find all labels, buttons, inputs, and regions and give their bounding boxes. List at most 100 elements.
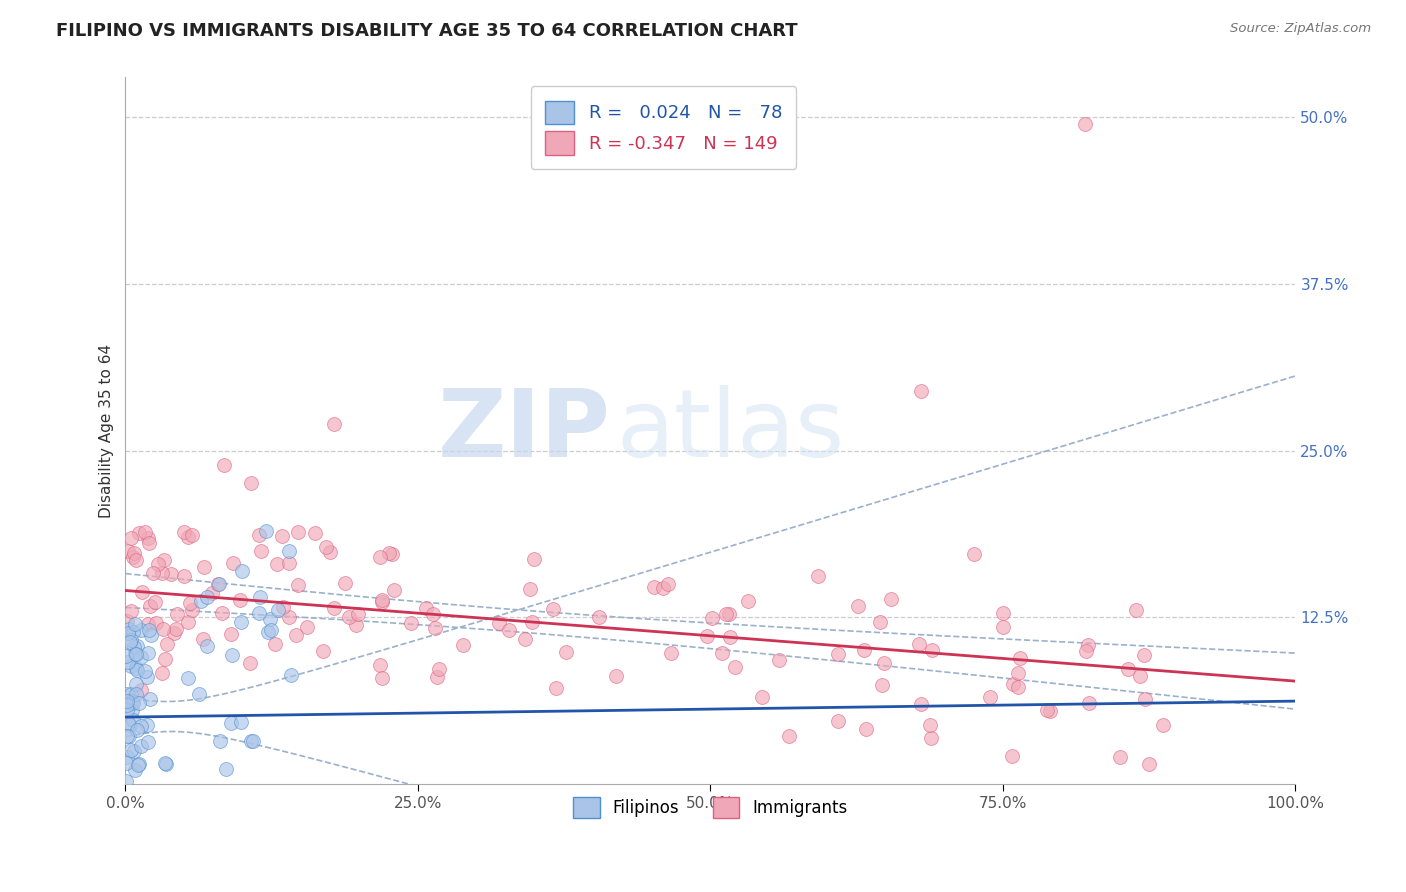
Point bbox=[541, 601, 564, 615]
Point bbox=[115, 774, 138, 789]
Point bbox=[280, 668, 302, 682]
Point bbox=[131, 585, 153, 599]
Point bbox=[180, 528, 202, 542]
Point bbox=[201, 585, 224, 599]
Point bbox=[219, 627, 242, 641]
Point bbox=[166, 607, 188, 622]
Point bbox=[908, 637, 931, 651]
Point bbox=[240, 475, 263, 490]
Point bbox=[1074, 117, 1097, 131]
Point bbox=[287, 525, 309, 540]
Text: ZIP: ZIP bbox=[439, 384, 612, 476]
Point bbox=[136, 670, 159, 684]
Point bbox=[190, 594, 212, 608]
Point bbox=[117, 703, 139, 717]
Point bbox=[1152, 718, 1174, 732]
Point bbox=[778, 729, 800, 743]
Point bbox=[710, 646, 733, 660]
Point bbox=[118, 729, 141, 743]
Point bbox=[118, 635, 141, 649]
Point bbox=[520, 615, 543, 629]
Point bbox=[319, 545, 342, 559]
Point bbox=[1007, 680, 1029, 694]
Point bbox=[134, 665, 156, 679]
Point bbox=[544, 681, 567, 695]
Point bbox=[124, 617, 146, 632]
Point bbox=[141, 628, 163, 642]
Text: FILIPINO VS IMMIGRANTS DISABILITY AGE 35 TO 64 CORRELATION CHART: FILIPINO VS IMMIGRANTS DISABILITY AGE 35… bbox=[56, 22, 797, 40]
Point bbox=[273, 600, 295, 615]
Point bbox=[129, 719, 152, 733]
Point bbox=[117, 625, 139, 640]
Point bbox=[129, 683, 152, 698]
Point bbox=[266, 558, 288, 572]
Point bbox=[155, 757, 177, 772]
Point bbox=[287, 578, 309, 592]
Point bbox=[193, 559, 215, 574]
Point bbox=[121, 550, 143, 565]
Point bbox=[1038, 704, 1060, 718]
Point bbox=[209, 734, 232, 748]
Point bbox=[208, 577, 231, 591]
Point bbox=[1036, 703, 1059, 717]
Point bbox=[278, 543, 301, 558]
Point bbox=[121, 694, 143, 708]
Point bbox=[370, 658, 392, 673]
Point bbox=[295, 620, 318, 634]
Y-axis label: Disability Age 35 to 64: Disability Age 35 to 64 bbox=[100, 343, 114, 517]
Point bbox=[120, 659, 142, 673]
Point bbox=[115, 649, 138, 664]
Point bbox=[155, 636, 177, 650]
Point bbox=[381, 547, 404, 561]
Point bbox=[1109, 750, 1132, 764]
Point bbox=[177, 530, 200, 544]
Point bbox=[122, 545, 145, 559]
Point bbox=[143, 595, 166, 609]
Point bbox=[163, 626, 186, 640]
Point bbox=[751, 690, 773, 705]
Point bbox=[918, 717, 941, 731]
Point bbox=[136, 531, 159, 545]
Point bbox=[259, 611, 281, 625]
Point bbox=[115, 729, 138, 743]
Point bbox=[979, 690, 1001, 705]
Point bbox=[128, 757, 150, 772]
Point bbox=[142, 566, 165, 580]
Point bbox=[1001, 748, 1024, 763]
Point bbox=[368, 549, 391, 564]
Point bbox=[207, 576, 229, 591]
Point bbox=[285, 628, 308, 642]
Point bbox=[807, 569, 830, 583]
Point bbox=[498, 624, 520, 638]
Point bbox=[920, 731, 942, 745]
Point bbox=[371, 671, 394, 685]
Point bbox=[1074, 644, 1097, 658]
Point bbox=[117, 544, 139, 558]
Point bbox=[695, 629, 717, 643]
Point bbox=[488, 616, 510, 631]
Point bbox=[229, 593, 252, 607]
Point bbox=[146, 558, 169, 572]
Point bbox=[131, 649, 153, 664]
Point bbox=[651, 582, 673, 596]
Point bbox=[124, 553, 146, 567]
Point bbox=[125, 723, 148, 737]
Point bbox=[120, 531, 142, 545]
Point bbox=[347, 607, 370, 621]
Point bbox=[240, 734, 263, 748]
Point bbox=[335, 576, 357, 591]
Point bbox=[382, 582, 405, 597]
Point bbox=[869, 615, 891, 629]
Point bbox=[152, 622, 174, 636]
Point bbox=[370, 592, 392, 607]
Point bbox=[139, 692, 162, 706]
Point bbox=[231, 714, 253, 729]
Point bbox=[855, 722, 877, 736]
Point bbox=[124, 763, 146, 777]
Point bbox=[266, 603, 288, 617]
Point bbox=[519, 582, 541, 596]
Point bbox=[127, 757, 149, 772]
Point bbox=[139, 599, 162, 613]
Point bbox=[1078, 697, 1101, 711]
Point bbox=[870, 677, 893, 691]
